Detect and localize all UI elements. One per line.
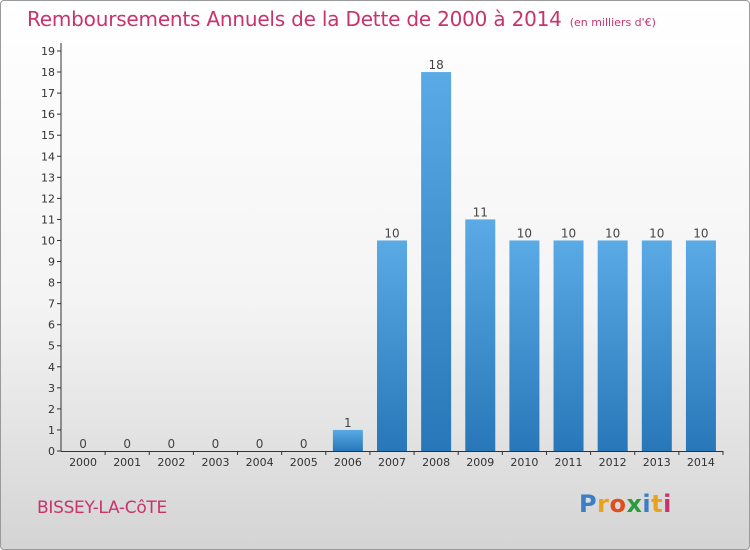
- logo-letter: o: [609, 490, 627, 518]
- data-label: 0: [79, 437, 87, 451]
- x-tick-label: 2008: [422, 456, 450, 469]
- y-tick-label: 2: [48, 403, 55, 416]
- chart-subtitle: (en milliers d'€): [569, 16, 656, 29]
- y-tick-label: 7: [48, 298, 55, 311]
- y-tick-label: 8: [48, 277, 55, 290]
- data-label: 0: [300, 437, 308, 451]
- y-tick-label: 18: [41, 66, 55, 79]
- x-tick-label: 2001: [113, 456, 141, 469]
- bar: [641, 240, 672, 451]
- x-tick-label: 2009: [466, 456, 494, 469]
- data-label: 18: [428, 58, 443, 72]
- y-tick-label: 6: [48, 319, 55, 332]
- place-name: BISSEY-LA-CôTE: [37, 498, 167, 518]
- data-label: 0: [212, 437, 220, 451]
- x-tick-label: 2014: [687, 456, 715, 469]
- data-label: 0: [168, 437, 176, 451]
- logo-letter: r: [597, 490, 610, 518]
- y-tick-label: 15: [41, 129, 55, 142]
- y-tick-label: 19: [41, 45, 55, 58]
- bar: [685, 240, 716, 451]
- y-tick-label: 13: [41, 171, 55, 184]
- proxiti-logo: Proxiti: [579, 490, 672, 518]
- x-tick-label: 2003: [201, 456, 229, 469]
- y-tick-label: 0: [48, 445, 55, 458]
- chart-title-block: Remboursements Annuels de la Dette de 20…: [27, 7, 656, 31]
- y-tick-label: 9: [48, 256, 55, 269]
- data-label: 10: [649, 226, 664, 240]
- logo-letter: i: [663, 490, 672, 518]
- bar: [421, 72, 452, 451]
- x-tick-label: 2006: [334, 456, 362, 469]
- logo-letter: P: [579, 490, 598, 518]
- y-tick-label: 16: [41, 108, 55, 121]
- y-tick-label: 12: [41, 192, 55, 205]
- y-tick-label: 10: [41, 234, 55, 247]
- logo-letter: t: [651, 490, 664, 518]
- bar: [465, 219, 496, 451]
- data-label: 10: [517, 226, 532, 240]
- logo-letter: i: [642, 490, 652, 518]
- data-label: 10: [605, 226, 620, 240]
- y-tick-label: 17: [41, 87, 55, 100]
- x-tick-label: 2013: [643, 456, 671, 469]
- y-tick-label: 5: [48, 340, 55, 353]
- data-label: 1: [344, 416, 352, 430]
- x-tick-label: 2011: [555, 456, 583, 469]
- data-label: 0: [256, 437, 264, 451]
- y-tick-label: 14: [41, 150, 55, 163]
- data-label: 10: [384, 226, 399, 240]
- data-label: 10: [693, 226, 708, 240]
- bar: [377, 240, 407, 451]
- x-tick-label: 2005: [290, 456, 318, 469]
- x-tick-label: 2000: [69, 456, 97, 469]
- bar: [509, 240, 540, 451]
- bar: [597, 240, 628, 451]
- data-label: 10: [561, 226, 576, 240]
- chart-title: Remboursements Annuels de la Dette de 20…: [27, 7, 562, 31]
- y-tick-label: 4: [48, 361, 55, 374]
- bar: [553, 240, 584, 451]
- x-tick-label: 2004: [246, 456, 274, 469]
- x-tick-label: 2002: [157, 456, 185, 469]
- x-tick-label: 2010: [510, 456, 538, 469]
- y-tick-label: 1: [48, 424, 55, 437]
- logo-letter: x: [626, 490, 643, 518]
- x-tick-label: 2012: [599, 456, 627, 469]
- y-tick-label: 3: [48, 382, 55, 395]
- data-label: 11: [473, 205, 488, 219]
- data-label: 0: [123, 437, 131, 451]
- y-tick-label: 11: [41, 213, 55, 226]
- bar: [332, 429, 363, 451]
- x-tick-label: 2007: [378, 456, 406, 469]
